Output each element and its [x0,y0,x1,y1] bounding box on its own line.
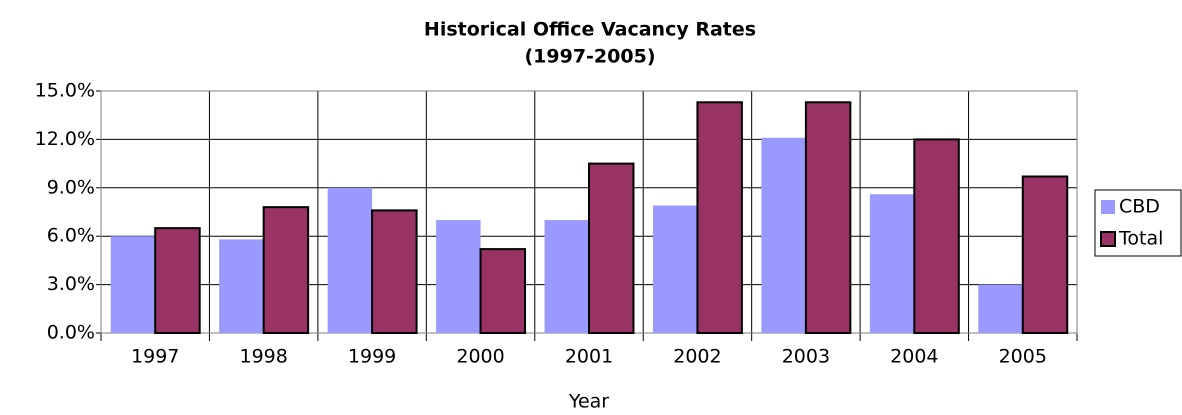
chart-title: Historical Office Vacancy Rates [424,19,756,41]
legend-swatch [1100,231,1116,247]
x-axis-label: Year [568,391,609,413]
x-tick-label: 2002 [673,346,721,368]
chart-subtitle: (1997-2005) [524,46,655,68]
bar [479,248,527,335]
bar [436,220,481,333]
x-tick-label: 1998 [239,346,287,368]
bar [869,194,915,333]
legend-label: Total [1118,228,1163,250]
bar [652,205,698,333]
x-tick-label: 1997 [131,346,179,368]
legend-swatch [1101,200,1115,214]
bar [1021,175,1069,334]
y-tick-label: 0.0% [47,322,95,344]
bar [327,187,373,333]
x-tick-label: 2005 [999,346,1047,368]
x-tick-label: 2000 [456,346,504,368]
bar [154,227,201,334]
y-tick-label: 9.0% [47,176,95,198]
bar [761,137,806,333]
bar [110,236,156,333]
y-tick-label: 6.0% [47,225,95,247]
bar [696,101,743,334]
bar [804,101,852,334]
bar [219,239,264,333]
x-tick-label: 2004 [890,346,938,368]
bar [262,206,310,334]
y-tick-label: 15.0% [35,80,95,102]
legend-label: CBD [1119,196,1160,218]
bar [588,162,635,334]
y-tick-label: 12.0% [35,128,95,150]
bar [913,138,960,334]
x-tick-label: 2003 [782,346,830,368]
bar [544,220,589,333]
x-tick-label: 1999 [348,346,396,368]
bar [978,284,1023,333]
bar [371,209,418,335]
x-tick-label: 2001 [565,346,613,368]
y-tick-label: 3.0% [47,273,95,295]
